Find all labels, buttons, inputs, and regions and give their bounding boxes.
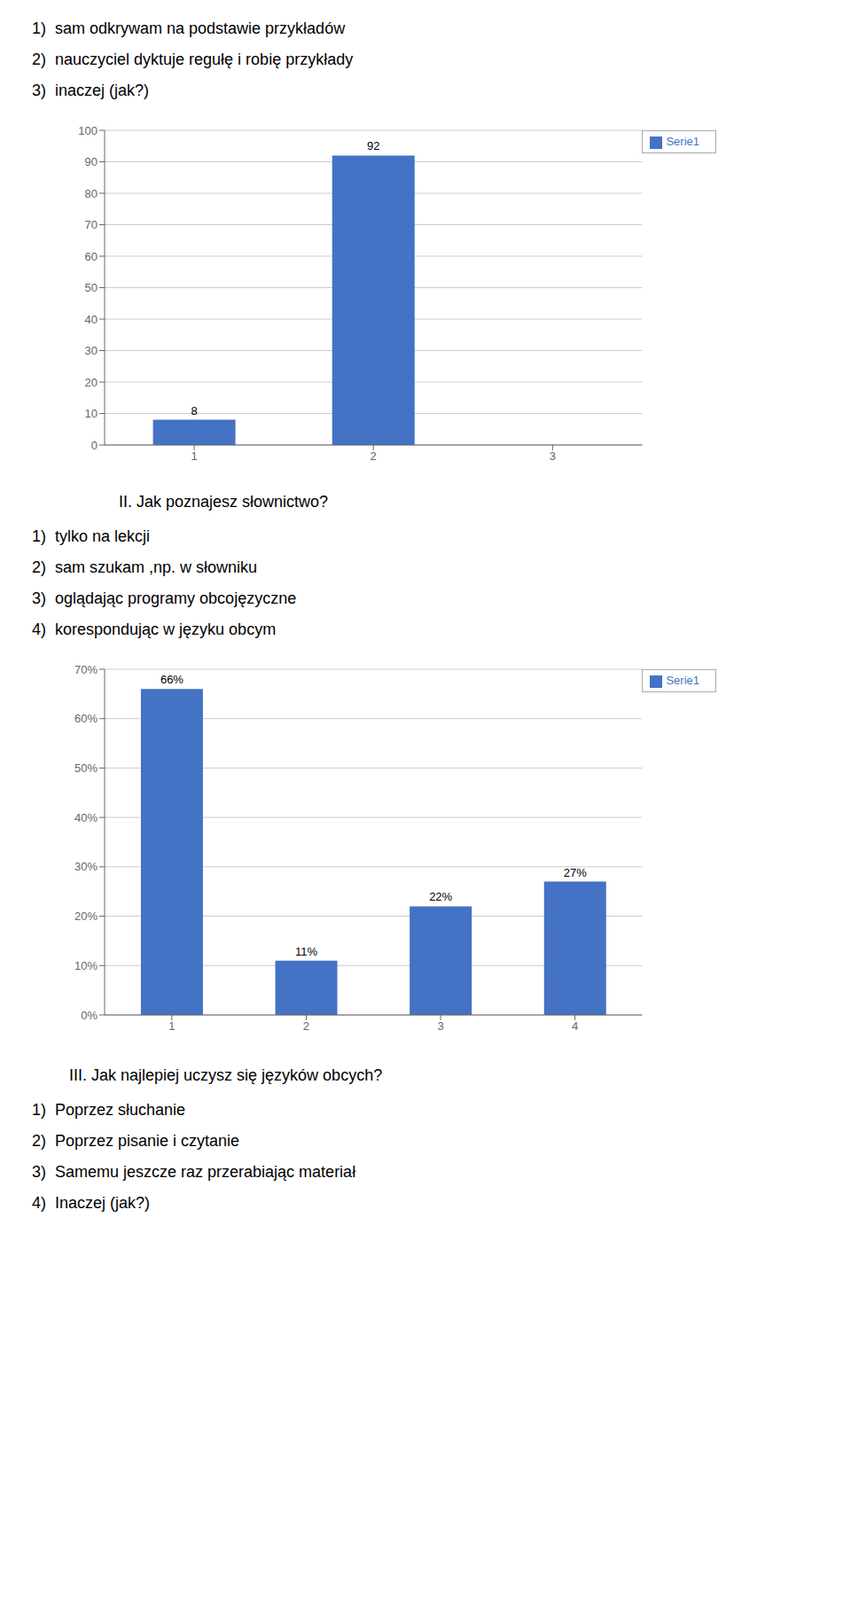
svg-text:8: 8: [190, 404, 197, 418]
html-text:3) inaczej (jak?): 3) inaczej (jak?): [31, 81, 149, 100]
svg-text:20: 20: [85, 375, 98, 390]
svg-text:40: 40: [85, 312, 98, 327]
svg-text:3: 3: [549, 449, 556, 463]
html-text:4) Inaczej (jak?): 4) Inaczej (jak?): [31, 1194, 150, 1212]
svg-text:60%: 60%: [74, 711, 98, 726]
svg-text:30: 30: [85, 343, 98, 358]
html-text:II. Jak poznajesz słownictwo?: II. Jak poznajesz słownictwo?: [118, 492, 329, 511]
html-text:Serie1: Serie1: [666, 673, 700, 688]
svg-text:2: 2: [370, 449, 377, 463]
html-text:1) tylko na lekcji: 1) tylko na lekcji: [31, 527, 150, 546]
svg-text:30%: 30%: [74, 859, 98, 874]
svg-text:27%: 27%: [563, 866, 587, 880]
svg-text:2: 2: [303, 1019, 310, 1033]
html-text:III. Jak najlepiej uczysz się: III. Jak najlepiej uczysz się języków ob…: [69, 1066, 383, 1085]
html-text:1) sam odkrywam na podstawie p: 1) sam odkrywam na podstawie przykładów: [31, 19, 346, 38]
svg-text:22%: 22%: [429, 890, 453, 904]
svg-text:1: 1: [168, 1019, 175, 1033]
svg-text:4: 4: [571, 1019, 578, 1033]
svg-text:66%: 66%: [160, 672, 184, 687]
html-text:3) oglądając programy obcojęzy: 3) oglądając programy obcojęzyczne: [31, 589, 297, 608]
svg-text:90: 90: [85, 155, 98, 169]
svg-text:60: 60: [85, 249, 98, 264]
html-text:4) korespondując w języku obcy: 4) korespondując w języku obcym: [31, 620, 276, 639]
html-text:2) nauczyciel dyktuje regułę i: 2) nauczyciel dyktuje regułę i robię prz…: [31, 50, 353, 69]
html-text:3) Samemu jeszcze raz przerabi: 3) Samemu jeszcze raz przerabiając mater…: [31, 1163, 356, 1181]
html-text:1) Poprzez słuchanie: 1) Poprzez słuchanie: [31, 1100, 186, 1119]
svg-text:80: 80: [85, 187, 98, 201]
svg-text:70: 70: [85, 218, 98, 232]
html-text:Serie1: Serie1: [666, 134, 700, 149]
svg-text:70%: 70%: [74, 663, 98, 677]
html-text:2) sam szukam ,np. w słowniku: 2) sam szukam ,np. w słowniku: [31, 558, 258, 577]
svg-text:3: 3: [437, 1019, 444, 1033]
svg-text:40%: 40%: [74, 811, 98, 825]
svg-text:100: 100: [78, 124, 98, 138]
svg-text:0%: 0%: [80, 1008, 98, 1023]
svg-text:1: 1: [190, 449, 197, 463]
svg-text:11%: 11%: [295, 944, 318, 959]
svg-text:0: 0: [91, 438, 98, 453]
html-text:2) Poprzez pisanie i czytanie: 2) Poprzez pisanie i czytanie: [31, 1132, 240, 1150]
svg-text:10%: 10%: [74, 959, 98, 973]
svg-text:20%: 20%: [74, 909, 98, 923]
svg-text:10: 10: [85, 406, 98, 421]
svg-text:50: 50: [85, 281, 98, 295]
svg-text:92: 92: [366, 139, 380, 153]
svg-text:50%: 50%: [74, 761, 98, 775]
